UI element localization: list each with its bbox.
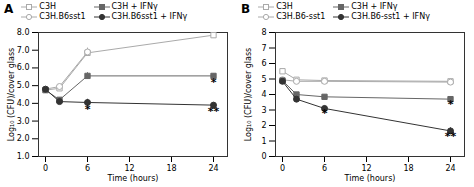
svg-text:**: ** bbox=[208, 105, 220, 118]
html-text:C3H.B6sst1 + IFNγ: C3H.B6sst1 + IFNγ bbox=[111, 12, 188, 21]
svg-text:2: 2 bbox=[261, 121, 266, 130]
svg-text:0: 0 bbox=[43, 164, 48, 173]
svg-text:3.0: 3.0 bbox=[17, 117, 30, 126]
svg-text:5: 5 bbox=[261, 75, 266, 84]
svg-text:6.0: 6.0 bbox=[17, 63, 30, 72]
html-text:A: A bbox=[4, 2, 14, 16]
svg-text:6: 6 bbox=[322, 164, 327, 173]
svg-text:0: 0 bbox=[280, 164, 285, 173]
svg-text:5.0: 5.0 bbox=[17, 81, 30, 90]
svg-text:24: 24 bbox=[445, 164, 455, 173]
svg-text:*: * bbox=[322, 107, 328, 120]
svg-text:24: 24 bbox=[208, 164, 218, 173]
html-text:B: B bbox=[241, 2, 251, 16]
svg-text:3: 3 bbox=[261, 106, 266, 115]
svg-text:*: * bbox=[211, 76, 217, 89]
svg-text:12: 12 bbox=[124, 164, 134, 173]
html-text:C3H.B6sst1: C3H.B6sst1 bbox=[39, 12, 86, 21]
svg-text:4.0: 4.0 bbox=[17, 99, 30, 108]
svg-text:Time (hours): Time (hours) bbox=[107, 174, 159, 183]
svg-text:4: 4 bbox=[261, 90, 266, 99]
svg-text:7.0: 7.0 bbox=[17, 46, 30, 55]
svg-text:8.0: 8.0 bbox=[17, 28, 30, 37]
svg-text:**: ** bbox=[445, 130, 457, 143]
svg-text:1.0: 1.0 bbox=[17, 152, 30, 161]
svg-text:7: 7 bbox=[261, 44, 266, 53]
svg-text:6: 6 bbox=[261, 59, 266, 68]
svg-text:6: 6 bbox=[85, 164, 90, 173]
html-text:C3H: C3H bbox=[39, 2, 56, 11]
svg-text:Log₁₀ (CFU)/cover glass: Log₁₀ (CFU)/cover glass bbox=[7, 48, 16, 142]
svg-text:*: * bbox=[85, 103, 91, 116]
svg-text:Time (hours): Time (hours) bbox=[344, 174, 396, 183]
html-text:C3H.B6-sst1 + IFNγ: C3H.B6-sst1 + IFNγ bbox=[351, 12, 430, 21]
svg-text:*: * bbox=[448, 98, 454, 111]
svg-text:Log₁₀ (CFU)/cover glass: Log₁₀ (CFU)/cover glass bbox=[244, 48, 253, 142]
html-text:C3H + IFNγ: C3H + IFNγ bbox=[351, 2, 398, 11]
svg-text:0: 0 bbox=[261, 152, 266, 161]
svg-text:8: 8 bbox=[261, 28, 266, 37]
svg-text:18: 18 bbox=[166, 164, 176, 173]
html-text:C3H.B6-sst1: C3H.B6-sst1 bbox=[276, 12, 326, 21]
svg-text:2.0: 2.0 bbox=[17, 134, 30, 143]
svg-text:1: 1 bbox=[261, 137, 266, 146]
html-text:C3H: C3H bbox=[276, 2, 293, 11]
html-text:C3H + IFNγ: C3H + IFNγ bbox=[111, 2, 158, 11]
svg-text:18: 18 bbox=[403, 164, 413, 173]
svg-text:12: 12 bbox=[361, 164, 371, 173]
